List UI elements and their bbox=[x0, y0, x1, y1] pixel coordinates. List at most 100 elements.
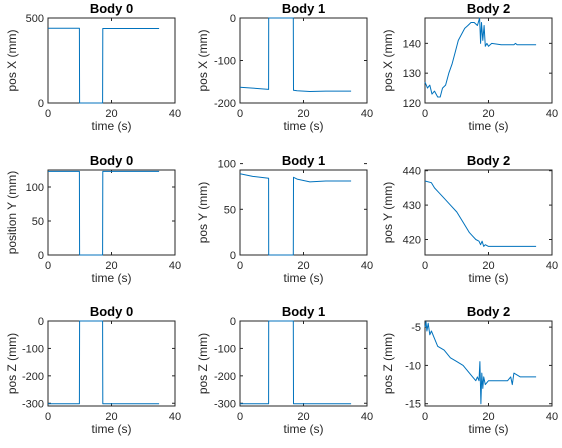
x-tick-label: 20 bbox=[297, 108, 309, 120]
plot-area bbox=[47, 320, 176, 407]
y-tick-label: -300 bbox=[214, 398, 236, 410]
plot-area bbox=[239, 17, 368, 104]
y-tick-label: 130 bbox=[403, 68, 421, 80]
x-tick-label: 40 bbox=[169, 411, 181, 423]
y-axis-label: pos Y (mm) bbox=[381, 182, 395, 244]
series-line-0 bbox=[424, 17, 537, 98]
x-axis-label: time (s) bbox=[92, 271, 132, 285]
x-tick-label: 0 bbox=[45, 411, 51, 423]
x-axis-label: time (s) bbox=[469, 422, 509, 436]
y-tick-label: 420 bbox=[403, 235, 421, 247]
x-tick-label: 0 bbox=[45, 108, 51, 120]
x-tick-label: 40 bbox=[361, 108, 373, 120]
y-tick-label: 430 bbox=[403, 200, 421, 212]
x-tick-label: 20 bbox=[297, 260, 309, 272]
subplot-title: Body 1 bbox=[282, 153, 325, 168]
subplot-1: 0 20 40 -200 -100 0 Body 1 time (s) pos X (mm) bbox=[196, 1, 373, 133]
subplot-title: Body 0 bbox=[90, 153, 133, 168]
x-tick-label: 20 bbox=[105, 260, 117, 272]
y-tick-label: -5 bbox=[411, 322, 421, 334]
subplot-title: Body 1 bbox=[282, 1, 325, 16]
y-tick-label: 100 bbox=[218, 159, 236, 171]
x-axis-label: time (s) bbox=[92, 422, 132, 436]
x-tick-label: 40 bbox=[169, 260, 181, 272]
plot-area bbox=[424, 169, 553, 256]
y-axis-label: pos Z (mm) bbox=[381, 333, 395, 394]
y-tick-label: -200 bbox=[214, 371, 236, 383]
subplot-8: 0 20 40 -15 -10 -5 Body 2 time (s) pos Z (mm) bbox=[381, 304, 558, 436]
x-tick-label: 40 bbox=[361, 411, 373, 423]
y-tick-label: 0 bbox=[230, 13, 236, 25]
y-tick-label: 440 bbox=[403, 166, 421, 178]
subplot-title: Body 2 bbox=[467, 1, 510, 16]
subplot-title: Body 2 bbox=[467, 153, 510, 168]
y-tick-label: -200 bbox=[22, 371, 44, 383]
y-tick-label: 0 bbox=[38, 316, 44, 328]
x-tick-label: 40 bbox=[169, 108, 181, 120]
x-tick-label: 40 bbox=[361, 260, 373, 272]
y-axis-label: pos X (mm) bbox=[5, 29, 19, 91]
subplot-title: Body 0 bbox=[90, 304, 133, 319]
y-tick-label: 140 bbox=[403, 38, 421, 50]
series-line-0 bbox=[239, 17, 352, 92]
y-axis-label: pos Y (mm) bbox=[196, 182, 210, 244]
y-tick-label: 0 bbox=[230, 250, 236, 262]
y-axis-label: pos X (mm) bbox=[381, 29, 395, 91]
subplot-7: 0 20 40 -300 -200 -100 0 Body 1 time (s) pos Z (m… bbox=[196, 304, 373, 436]
subplot-title: Body 1 bbox=[282, 304, 325, 319]
series-line-0 bbox=[240, 320, 352, 405]
y-tick-label: -15 bbox=[405, 399, 421, 411]
subplot-5: 0 20 40 420 430 440 Body 2 time (s) pos Y (mm) bbox=[381, 153, 558, 285]
y-tick-label: -100 bbox=[214, 56, 236, 68]
x-tick-label: 20 bbox=[297, 411, 309, 423]
x-tick-label: 20 bbox=[482, 260, 494, 272]
x-tick-label: 20 bbox=[482, 411, 494, 423]
subplot-title: Body 2 bbox=[467, 304, 510, 319]
y-tick-label: -10 bbox=[405, 360, 421, 372]
y-tick-label: 0 bbox=[38, 98, 44, 110]
subplot-0: 0 20 40 0 500 Body 0 time (s) pos X (mm) bbox=[5, 1, 181, 133]
subplot-6: 0 20 40 -300 -200 -100 0 Body 0 time (s) pos Z (m… bbox=[5, 304, 181, 436]
y-tick-label: -300 bbox=[22, 398, 44, 410]
x-tick-label: 40 bbox=[546, 108, 558, 120]
x-tick-label: 0 bbox=[237, 108, 243, 120]
x-tick-label: 20 bbox=[482, 108, 494, 120]
x-tick-label: 40 bbox=[546, 411, 558, 423]
x-tick-label: 0 bbox=[237, 260, 243, 272]
y-tick-label: -100 bbox=[22, 343, 44, 355]
plot-area bbox=[239, 169, 368, 256]
x-tick-label: 20 bbox=[105, 411, 117, 423]
plot-area bbox=[47, 17, 176, 104]
series-line-0 bbox=[48, 27, 160, 104]
series-line-0 bbox=[48, 170, 160, 256]
y-tick-label: 500 bbox=[26, 13, 44, 25]
x-tick-label: 0 bbox=[422, 108, 428, 120]
x-tick-label: 0 bbox=[45, 260, 51, 272]
y-tick-label: 0 bbox=[230, 316, 236, 328]
y-tick-label: -200 bbox=[214, 98, 236, 110]
x-axis-label: time (s) bbox=[92, 119, 132, 133]
plot-area bbox=[47, 169, 176, 256]
x-axis-label: time (s) bbox=[284, 422, 324, 436]
series-line-0 bbox=[239, 173, 352, 256]
x-tick-label: 40 bbox=[546, 260, 558, 272]
y-tick-label: 100 bbox=[26, 182, 44, 194]
y-tick-label: 50 bbox=[32, 216, 44, 228]
plot-area bbox=[239, 320, 368, 407]
subplot-title: Body 0 bbox=[90, 1, 133, 16]
x-tick-label: 0 bbox=[237, 411, 243, 423]
plot-area bbox=[424, 320, 553, 407]
series-line-0 bbox=[48, 320, 160, 405]
x-tick-label: 20 bbox=[105, 108, 117, 120]
x-axis-label: time (s) bbox=[284, 271, 324, 285]
x-axis-label: time (s) bbox=[284, 119, 324, 133]
x-axis-label: time (s) bbox=[469, 119, 509, 133]
x-tick-label: 0 bbox=[422, 260, 428, 272]
y-axis-label: pos Z (mm) bbox=[196, 333, 210, 394]
subplot-4: 0 20 40 0 50 100 Body 1 time (s) pos Y (mm) bbox=[196, 153, 373, 285]
y-tick-label: 0 bbox=[38, 250, 44, 262]
x-tick-label: 0 bbox=[422, 411, 428, 423]
series-line-0 bbox=[424, 321, 537, 405]
y-axis-label: position Y (mm) bbox=[5, 171, 19, 255]
